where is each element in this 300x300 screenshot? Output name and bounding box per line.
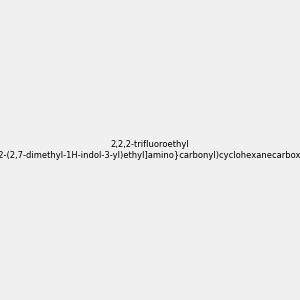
Text: 2,2,2-trifluoroethyl 2-({[2-(2,7-dimethyl-1H-indol-3-yl)ethyl]amino}carbonyl)cyc: 2,2,2-trifluoroethyl 2-({[2-(2,7-dimethy… (0, 140, 300, 160)
